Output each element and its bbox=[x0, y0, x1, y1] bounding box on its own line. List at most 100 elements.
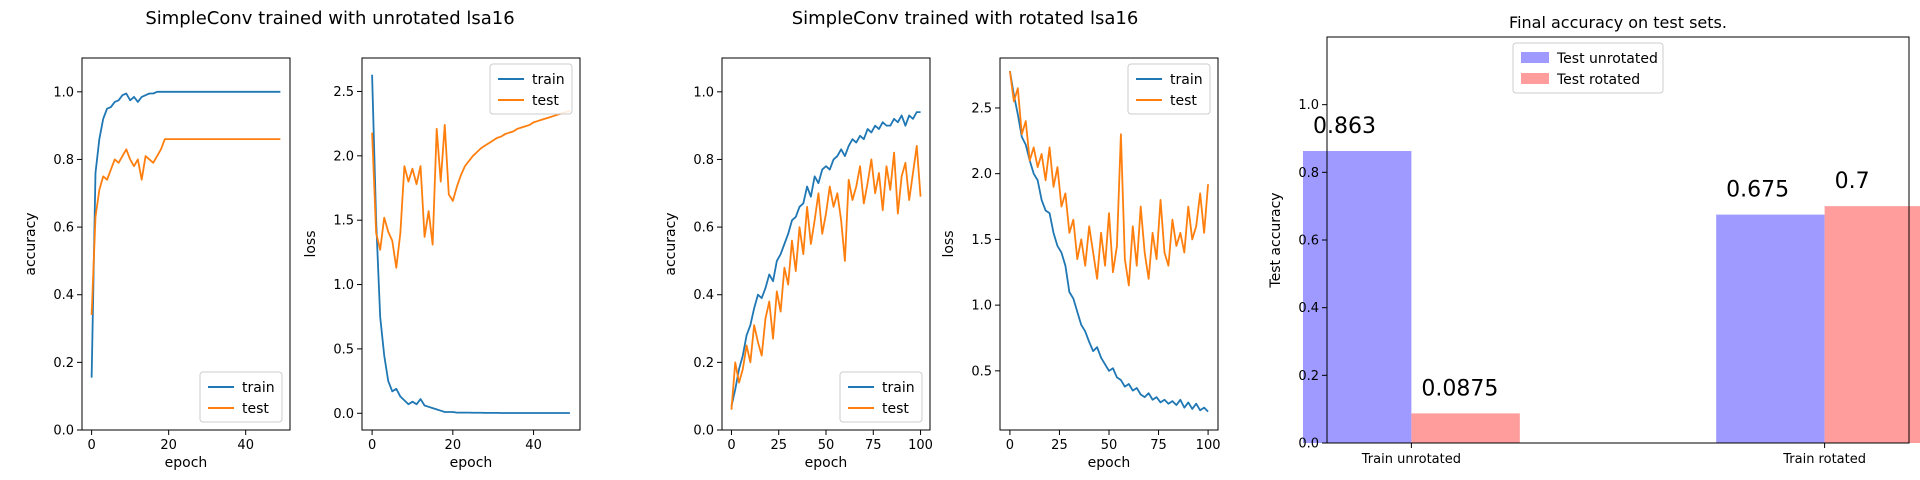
legend-label-test-unrotated: Test unrotated bbox=[1556, 51, 1658, 67]
acc-rot-xtick-label: 0 bbox=[727, 438, 735, 453]
bar-value-label-train-unrotated-test-rotated: 0.0875 bbox=[1421, 376, 1498, 401]
loss-rot-ytick-label: 1.5 bbox=[971, 233, 992, 248]
loss-rot-ytick-label: 2.0 bbox=[971, 167, 992, 182]
acc-rot-legend-label-train: train bbox=[882, 380, 915, 396]
acc-rot-ytick-label: 0.0 bbox=[693, 424, 714, 439]
acc-unrot-legend-label-test: test bbox=[242, 401, 269, 417]
loss-unrot-axes-frame bbox=[361, 57, 581, 431]
loss-unrot-ytick-label: 0.0 bbox=[333, 407, 354, 422]
suptitle-unrotated: SimpleConv trained with unrotated lsa16 bbox=[145, 8, 514, 29]
acc-unrot-xtick-label: 40 bbox=[237, 438, 254, 453]
loss-rot-legend: train test bbox=[1127, 63, 1211, 115]
acc-rot-xtick-label: 75 bbox=[865, 438, 882, 453]
acc-rot-ylabel: accuracy bbox=[663, 212, 679, 275]
loss-unrot-legend-label-train: train bbox=[532, 72, 565, 88]
final-acc-ylabel: Test accuracy bbox=[1268, 192, 1284, 288]
final-acc-ytick-label: 0.6 bbox=[1298, 234, 1319, 249]
bar-value-label-train-unrotated-test-unrotated: 0.863 bbox=[1313, 114, 1376, 139]
acc-unrot-ytick-label: 0.4 bbox=[53, 288, 74, 303]
acc-rot-xtick-label: 100 bbox=[908, 438, 933, 453]
acc-unrot-ytick-label: 0.8 bbox=[53, 153, 74, 168]
acc-unrot-xtick-label: 20 bbox=[160, 438, 177, 453]
loss-unrot-ylabel: loss bbox=[303, 230, 319, 257]
accuracy-unrotated-plot: 0.0 0.2 0.4 0.6 0.8 1.0 0 20 40 epoch accuracy trai… bbox=[23, 57, 291, 471]
loss-unrot-xtick-label: 0 bbox=[368, 438, 376, 453]
loss-unrot-xlabel: epoch bbox=[450, 455, 493, 471]
category-label-train-rotated: Train rotated bbox=[1782, 452, 1866, 467]
bar-value-label-train-rotated-test-rotated: 0.7 bbox=[1835, 169, 1870, 194]
loss-rot-ytick-label: 2.5 bbox=[971, 101, 992, 116]
acc-unrot-ytick-label: 0.6 bbox=[53, 221, 74, 236]
loss-unrotated-plot: 0.0 0.5 1.0 1.5 2.0 2.5 0 20 40 epoch loss train tes… bbox=[303, 57, 581, 471]
acc-rot-ytick-label: 0.6 bbox=[693, 221, 714, 236]
loss-unrot-ytick-label: 1.0 bbox=[333, 278, 354, 293]
loss-rot-series-train-line bbox=[1009, 70, 1209, 413]
suptitle-rotated: SimpleConv trained with rotated lsa16 bbox=[792, 8, 1139, 29]
loss-rot-xtick-label: 75 bbox=[1150, 438, 1167, 453]
loss-rot-xtick-label: 50 bbox=[1101, 438, 1118, 453]
acc-unrot-legend: train test bbox=[199, 371, 283, 423]
acc-rot-ytick-label: 1.0 bbox=[693, 85, 714, 100]
bar-train-rotated-test-rotated bbox=[1824, 206, 1920, 443]
acc-rot-series-test-line bbox=[730, 145, 922, 410]
final-acc-legend-box bbox=[1512, 42, 1664, 94]
loss-rot-legend-label-test: test bbox=[1170, 93, 1197, 109]
loss-rot-legend-label-train: train bbox=[1170, 72, 1203, 88]
final-acc-ytick-label: 1.0 bbox=[1298, 98, 1319, 113]
loss-rot-xtick-label: 25 bbox=[1051, 438, 1068, 453]
loss-unrot-ytick-label: 0.5 bbox=[333, 342, 354, 357]
bar-train-unrotated-test-unrotated bbox=[1302, 151, 1412, 443]
legend-swatch-test-rotated bbox=[1521, 73, 1549, 84]
acc-rot-legend: train test bbox=[839, 371, 923, 423]
loss-unrot-series-test-line bbox=[371, 109, 571, 269]
acc-unrot-series-test-line bbox=[90, 138, 281, 316]
acc-rot-ytick-label: 0.2 bbox=[693, 356, 714, 371]
loss-rot-xlabel: epoch bbox=[1088, 455, 1131, 471]
loss-rot-ylabel: loss bbox=[941, 230, 957, 257]
category-label-train-unrotated: Train unrotated bbox=[1361, 452, 1461, 467]
acc-unrot-ytick-label: 1.0 bbox=[53, 85, 74, 100]
acc-unrot-xlabel: epoch bbox=[165, 455, 208, 471]
loss-unrot-legend-box bbox=[489, 63, 573, 115]
final-acc-ytick-label: 0.2 bbox=[1298, 369, 1319, 384]
loss-rot-ytick-label: 1.0 bbox=[971, 299, 992, 314]
loss-rot-xtick-label: 100 bbox=[1196, 438, 1221, 453]
acc-unrot-series-train-line bbox=[90, 90, 281, 378]
legend-label-test-rotated: Test rotated bbox=[1556, 72, 1640, 88]
acc-unrot-xtick-label: 0 bbox=[87, 438, 95, 453]
bar-train-unrotated-test-rotated bbox=[1411, 413, 1520, 443]
final-acc-ytick-label: 0.4 bbox=[1298, 301, 1319, 316]
acc-unrot-legend-box bbox=[199, 371, 283, 423]
bar-train-rotated-test-unrotated bbox=[1716, 214, 1825, 443]
accuracy-rotated-plot: 0.0 0.2 0.4 0.6 0.8 1.0 0 25 50 75 100 epoch accurac… bbox=[663, 57, 933, 471]
loss-unrot-legend-label-test: test bbox=[532, 93, 559, 109]
acc-rot-xlabel: epoch bbox=[805, 455, 848, 471]
loss-unrot-ytick-label: 2.5 bbox=[333, 85, 354, 100]
acc-unrot-ytick-label: 0.0 bbox=[53, 424, 74, 439]
acc-unrot-legend-label-train: train bbox=[242, 380, 275, 396]
acc-rot-xtick-label: 50 bbox=[818, 438, 835, 453]
acc-rot-ytick-label: 0.4 bbox=[693, 288, 714, 303]
loss-unrot-xtick-label: 40 bbox=[525, 438, 542, 453]
loss-unrot-ytick-label: 1.5 bbox=[333, 214, 354, 229]
loss-rot-series-test-line bbox=[1009, 71, 1209, 287]
final-accuracy-bar-chart: 0.863 0.0875 0.675 0.7 0.0 0.2 0.4 0.6 0.8 1.0 Tra… bbox=[1268, 13, 1920, 467]
acc-unrot-ytick-label: 0.2 bbox=[53, 356, 74, 371]
acc-rot-legend-label-test: test bbox=[882, 401, 909, 417]
final-acc-ytick-label: 0.8 bbox=[1298, 166, 1319, 181]
acc-unrot-axes-frame bbox=[81, 57, 291, 431]
acc-unrot-ylabel: accuracy bbox=[23, 212, 39, 275]
final-acc-ytick-label: 0.0 bbox=[1298, 437, 1319, 452]
bar-value-label-train-rotated-test-unrotated: 0.675 bbox=[1726, 178, 1789, 203]
loss-unrot-xtick-label: 20 bbox=[445, 438, 462, 453]
final-acc-legend: Test unrotated Test rotated bbox=[1512, 42, 1664, 94]
acc-rot-ytick-label: 0.8 bbox=[693, 153, 714, 168]
loss-unrot-ytick-label: 2.0 bbox=[333, 149, 354, 164]
loss-rot-ytick-label: 0.5 bbox=[971, 364, 992, 379]
acc-rot-series-train-line bbox=[730, 111, 921, 407]
loss-rot-xtick-label: 0 bbox=[1006, 438, 1014, 453]
final-acc-title: Final accuracy on test sets. bbox=[1509, 13, 1727, 32]
acc-rot-xtick-label: 25 bbox=[770, 438, 787, 453]
legend-swatch-test-unrotated bbox=[1521, 52, 1549, 63]
